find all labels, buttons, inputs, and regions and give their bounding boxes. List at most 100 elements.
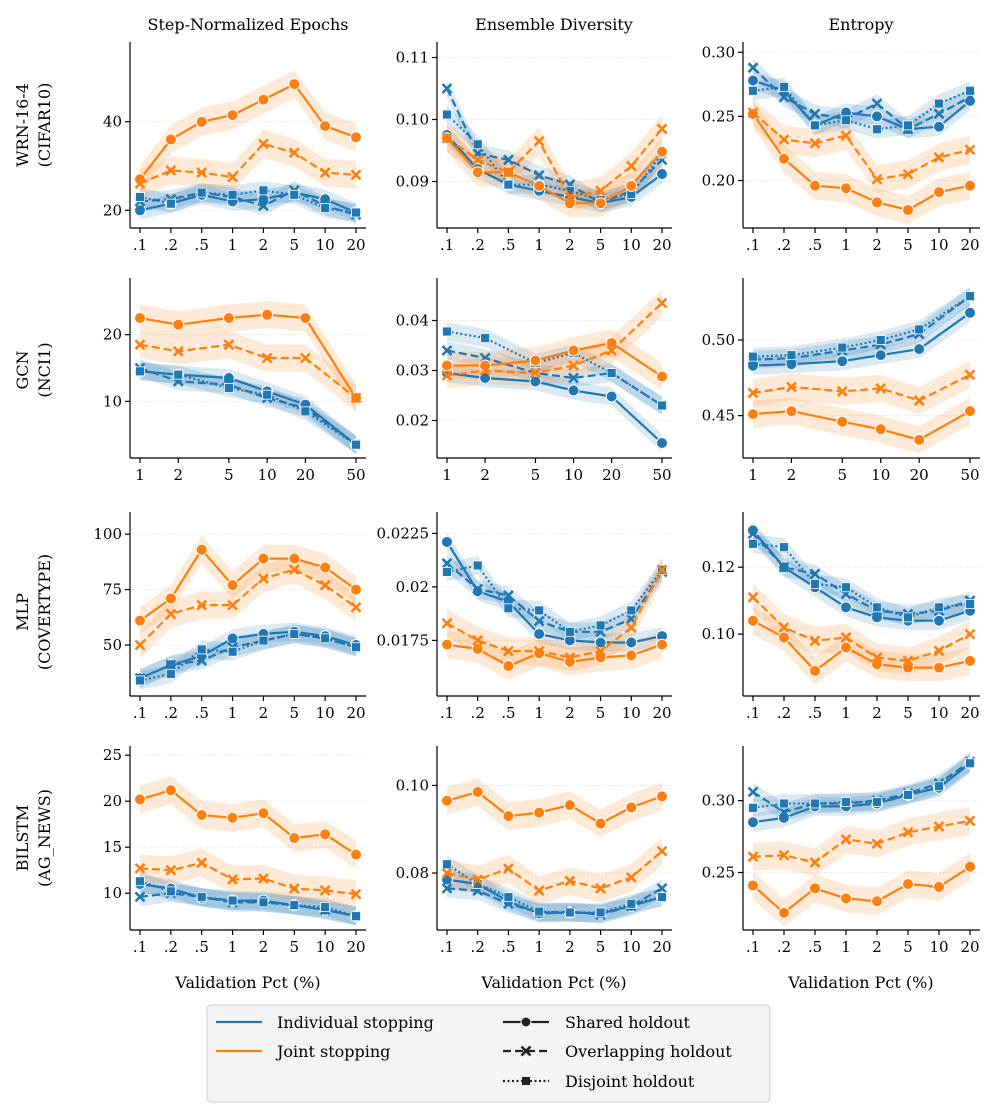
series-line-7-1 <box>446 562 663 633</box>
point-9-1-0 <box>134 891 146 903</box>
point-3-4-5 <box>350 392 362 404</box>
xtick-label-3-2: 5 <box>224 466 234 484</box>
series-4-3 <box>441 337 668 383</box>
point-11-3-4 <box>871 895 883 908</box>
point-2-1-0 <box>747 62 759 74</box>
point-5-0-2 <box>836 355 849 368</box>
point-11-3-6 <box>933 880 945 893</box>
row-label-0-line-2: (CIFAR10) <box>35 83 54 168</box>
point-7-0-0 <box>441 535 453 548</box>
point-10-4-1 <box>472 874 484 886</box>
ytick-label-1-0: 0.09 <box>396 173 429 191</box>
band-7-1 <box>447 554 662 641</box>
series-9-4 <box>134 857 362 900</box>
point-7-0-1 <box>471 585 484 598</box>
xtick-label-8-1: .2 <box>777 704 791 722</box>
point-10-3-5 <box>594 817 607 830</box>
ytick-label-0-0: 20 <box>103 201 122 219</box>
band-6-4 <box>140 555 356 659</box>
series-line-0-1 <box>139 189 357 216</box>
point-4-2-0 <box>442 326 452 337</box>
xtick-label-6-1: .2 <box>164 704 178 722</box>
point-11-3-7 <box>964 860 976 873</box>
point-7-3-6 <box>625 649 638 662</box>
point-10-3-2 <box>502 810 515 823</box>
series-11-3 <box>747 860 976 919</box>
band-10-4 <box>447 837 662 905</box>
point-3-2-4 <box>300 406 311 417</box>
point-6-2-4 <box>258 635 269 646</box>
band-6-1 <box>140 624 356 688</box>
point-2-2-4 <box>872 124 882 135</box>
band-10-1 <box>447 879 662 924</box>
point-6-2-5 <box>289 629 300 639</box>
xtick-label-0-2: .5 <box>195 236 209 254</box>
point-4-4-0 <box>441 370 453 381</box>
point-1-4-4 <box>564 191 576 203</box>
point-6-3-5 <box>288 552 301 565</box>
panel-r2-c1: 0.0175 0.02 0.0225 .1 .2 .5 1 2 5 10 20 <box>377 512 672 722</box>
point-10-1-0 <box>441 882 453 894</box>
series-line-5-2 <box>752 295 971 358</box>
point-7-2-5 <box>595 620 606 631</box>
point-4-0-1 <box>479 372 492 384</box>
point-4-0-2 <box>529 375 542 388</box>
point-3-2-0 <box>135 366 145 377</box>
band-4-1 <box>447 341 662 415</box>
series-5-4 <box>747 369 976 406</box>
point-11-4-3 <box>840 834 852 845</box>
xtick-label-1-7: 20 <box>652 236 671 254</box>
xtick-label-2-0: .1 <box>746 236 760 254</box>
band-3-2 <box>140 362 356 454</box>
point-7-3-1 <box>471 642 484 655</box>
point-2-3-7 <box>964 179 976 192</box>
panel-r1-c1: 0.02 0.03 0.04 1 2 5 10 20 50 <box>396 278 672 484</box>
point-2-2-7 <box>965 85 975 96</box>
point-0-4-0 <box>134 178 146 190</box>
point-3-4-4 <box>299 352 311 364</box>
band-10-2 <box>447 855 662 922</box>
xtick-label-4-2: 5 <box>531 466 541 484</box>
legend-color-0: Individual stopping <box>216 1013 434 1032</box>
point-7-1-0 <box>441 557 453 569</box>
point-2-3-2 <box>809 179 821 192</box>
legend-style-1: Overlapping holdout <box>503 1042 732 1061</box>
point-4-4-3 <box>568 360 579 371</box>
series-line-0-4 <box>139 142 357 185</box>
xtick-label-2-7: 20 <box>960 236 979 254</box>
series-line-3-4 <box>139 343 357 399</box>
band-1-2 <box>447 105 662 210</box>
panel-r1-c2: 0.45 0.50 1 2 5 10 20 50 <box>702 278 980 484</box>
ytick-label-8-0: 0.10 <box>702 625 735 643</box>
lines-2 <box>747 62 976 217</box>
xtick-label-11-1: .2 <box>777 938 791 956</box>
point-7-4-7 <box>656 564 668 576</box>
series-10-4 <box>441 845 668 896</box>
point-6-2-7 <box>351 642 361 653</box>
band-11-2 <box>753 754 970 817</box>
xtick-label-4-5: 50 <box>652 466 671 484</box>
point-2-0-6 <box>933 120 945 133</box>
band-2-0 <box>753 71 970 139</box>
series-line-10-4 <box>446 850 663 892</box>
point-11-4-2 <box>809 857 821 868</box>
xtick-label-7-6: 10 <box>622 704 641 722</box>
col-title-1: Ensemble Diversity <box>475 15 633 34</box>
xtick-label-10-4: 2 <box>565 938 575 956</box>
point-9-2-3 <box>227 895 238 906</box>
point-5-4-3 <box>875 383 887 394</box>
point-0-4-5 <box>288 147 300 159</box>
point-9-2-6 <box>320 902 331 912</box>
band-11-4 <box>753 807 970 877</box>
point-7-4-3 <box>533 645 545 657</box>
point-1-3-3 <box>533 179 546 192</box>
series-5-3 <box>747 405 976 446</box>
point-4-0-4 <box>605 390 618 403</box>
point-10-4-6 <box>625 872 637 883</box>
series-line-9-4 <box>139 861 357 896</box>
series-0-4 <box>134 138 362 190</box>
band-1-4 <box>447 114 662 211</box>
point-0-4-7 <box>350 169 362 181</box>
point-7-2-2 <box>503 603 514 614</box>
